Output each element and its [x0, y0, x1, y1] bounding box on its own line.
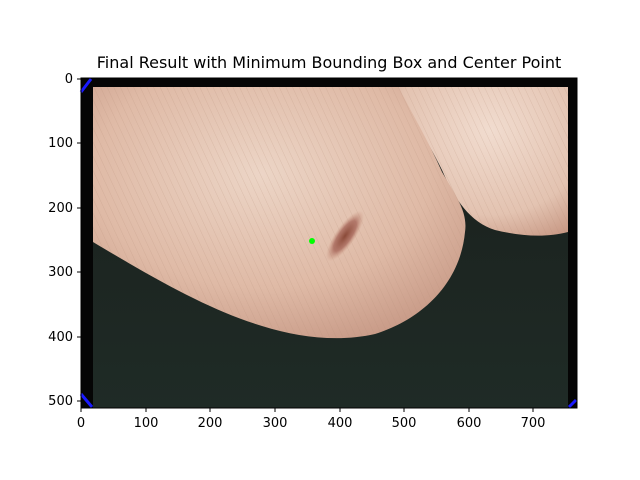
x-tick-label: 600: [457, 416, 482, 431]
photo: [81, 78, 577, 408]
x-tick-label: 500: [392, 416, 417, 431]
y-axis: 0 100 200 300 400 500: [48, 72, 81, 409]
x-tick-label: 100: [134, 416, 159, 431]
y-tick-label: 500: [48, 394, 73, 409]
y-tick-label: 400: [48, 330, 73, 345]
y-tick-label: 300: [48, 265, 73, 280]
lesion: [325, 210, 365, 262]
plot-title: Final Result with Minimum Bounding Box a…: [96, 53, 562, 72]
y-tick-label: 0: [65, 72, 73, 87]
x-tick-label: 700: [521, 416, 546, 431]
x-tick-label: 200: [198, 416, 223, 431]
y-tick-label: 100: [48, 136, 73, 151]
y-tick-label: 200: [48, 201, 73, 216]
x-axis: 0 100 200 300 400 500 600 700: [77, 408, 546, 431]
x-tick-label: 300: [263, 416, 288, 431]
center-point: [309, 238, 315, 244]
x-tick-label: 400: [328, 416, 353, 431]
x-tick-label: 0: [77, 416, 85, 431]
axes-frame: [80, 77, 578, 409]
bounding-box: [79, 78, 578, 409]
